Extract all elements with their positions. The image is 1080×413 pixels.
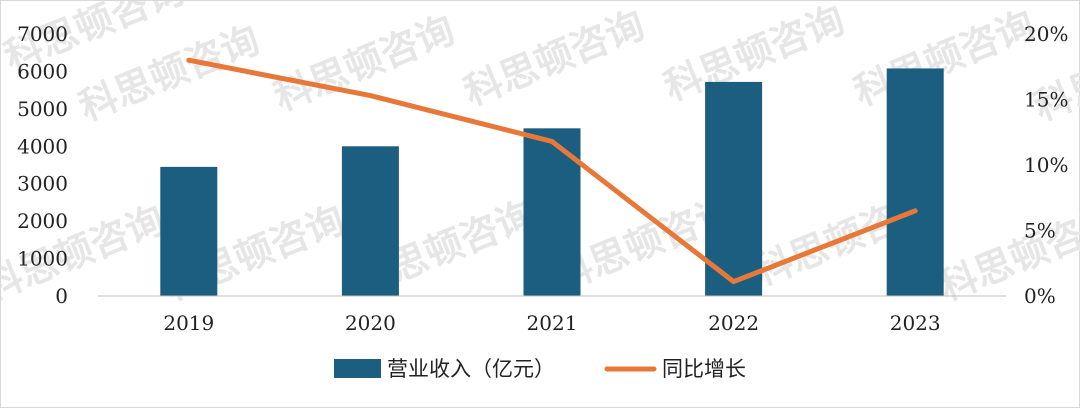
revenue-bar bbox=[160, 166, 218, 296]
left-tick-label: 6000 bbox=[17, 59, 68, 83]
x-tick-label: 2021 bbox=[527, 311, 578, 335]
x-tick-label: 2019 bbox=[163, 311, 214, 335]
watermark-text: 科思顿咨询 bbox=[933, 197, 1080, 309]
left-tick-label: 7000 bbox=[17, 22, 68, 46]
x-tick-label: 2020 bbox=[345, 311, 396, 335]
x-axis: 2019 2020 2021 2022 2023 bbox=[163, 311, 940, 335]
bar-series bbox=[160, 68, 944, 296]
left-tick-label: 0 bbox=[55, 284, 68, 308]
watermark-text: 科思顿咨询 bbox=[458, 2, 651, 114]
right-tick-label: 5% bbox=[1024, 219, 1056, 243]
legend-swatch-revenue bbox=[334, 359, 381, 378]
left-tick-label: 5000 bbox=[17, 97, 68, 121]
left-axis: 0 1000 2000 3000 4000 5000 6000 7000 bbox=[17, 22, 68, 308]
revenue-bar bbox=[341, 146, 399, 296]
right-tick-label: 0% bbox=[1024, 284, 1056, 308]
legend: 营业收入（亿元） 同比增长 bbox=[334, 357, 746, 381]
right-tick-label: 15% bbox=[1024, 88, 1068, 112]
left-tick-label: 4000 bbox=[17, 134, 68, 158]
right-tick-label: 20% bbox=[1024, 22, 1068, 46]
growth-line bbox=[186, 57, 918, 285]
legend-label-revenue: 营业收入（亿元） bbox=[387, 357, 555, 381]
right-tick-label: 10% bbox=[1024, 153, 1068, 177]
revenue-bar bbox=[705, 81, 763, 296]
left-tick-label: 2000 bbox=[17, 209, 68, 233]
watermark-text: 科思顿咨询 bbox=[848, 2, 1041, 114]
revenue-bar bbox=[886, 68, 944, 296]
line-series bbox=[186, 57, 918, 285]
revenue-bar bbox=[523, 128, 581, 296]
watermark-text: 科思顿咨询 bbox=[268, 7, 461, 119]
x-tick-label: 2023 bbox=[890, 311, 941, 335]
legend-label-growth: 同比增长 bbox=[662, 357, 746, 381]
left-tick-label: 3000 bbox=[17, 172, 68, 196]
left-tick-label: 1000 bbox=[17, 247, 68, 271]
right-axis: 0% 5% 10% 15% 20% bbox=[1024, 22, 1068, 308]
x-tick-label: 2022 bbox=[708, 311, 759, 335]
